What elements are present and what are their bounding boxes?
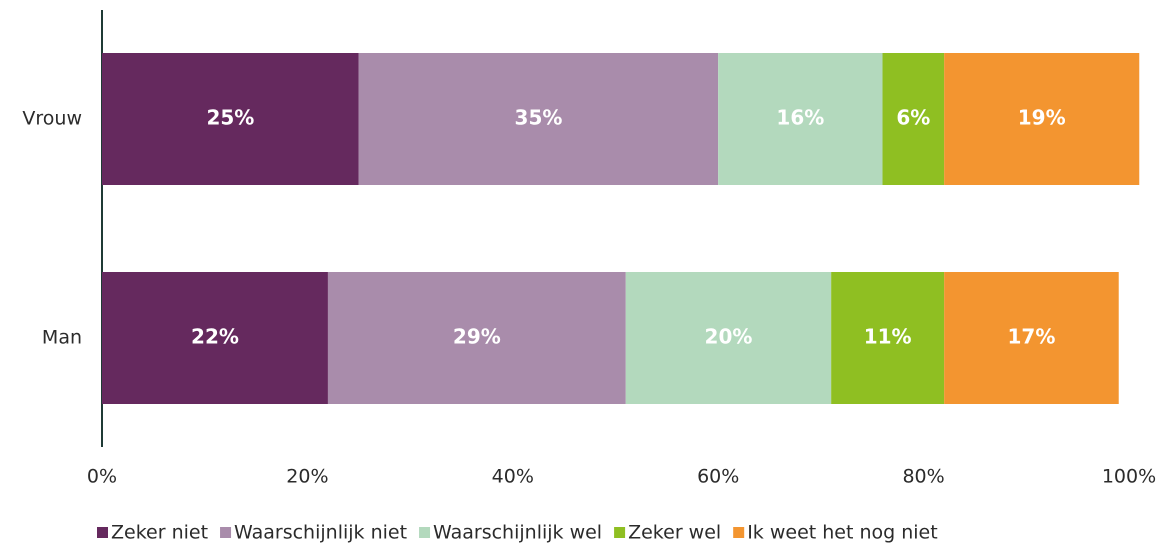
- bar-segment: [102, 272, 328, 404]
- x-tick-label: 80%: [902, 466, 944, 488]
- data-label: 16%: [776, 106, 824, 130]
- y-tick-label: Vrouw: [22, 108, 82, 130]
- data-label: 35%: [515, 106, 563, 130]
- legend-label: Waarschijnlijk niet: [234, 522, 407, 544]
- data-label: 6%: [896, 106, 930, 130]
- bar-segment: [625, 272, 832, 404]
- legend-label: Zeker wel: [628, 522, 721, 544]
- bar-segment: [831, 272, 945, 404]
- x-tick-label: 20%: [286, 466, 328, 488]
- legend-label: Zeker niet: [111, 522, 208, 544]
- data-label: 20%: [705, 325, 753, 349]
- y-tick-label: Man: [42, 327, 82, 349]
- legend-swatch: [614, 527, 626, 538]
- data-label: 25%: [206, 106, 254, 130]
- bar-segment: [327, 272, 626, 404]
- data-label: 22%: [191, 325, 239, 349]
- data-label: 11%: [864, 325, 912, 349]
- data-label: 17%: [1007, 325, 1055, 349]
- bar-segment: [718, 53, 883, 185]
- data-label: 19%: [1018, 106, 1066, 130]
- legend-label: Ik weet het nog niet: [747, 522, 938, 544]
- legend-swatch: [220, 527, 232, 538]
- bar-segment: [102, 53, 359, 185]
- x-tick-label: 0%: [87, 466, 117, 488]
- legend-swatch: [97, 527, 108, 538]
- x-tick-label: 60%: [697, 466, 739, 488]
- bar-segment: [882, 53, 945, 185]
- legend-swatch: [419, 527, 431, 538]
- bar-segment: [944, 272, 1119, 404]
- legend-label: Waarschijnlijk wel: [433, 522, 602, 544]
- x-tick-label: 40%: [492, 466, 534, 488]
- bar-segment: [358, 53, 719, 185]
- data-label: 29%: [453, 325, 501, 349]
- legend-swatch: [733, 527, 745, 538]
- bar-segment: [944, 53, 1140, 185]
- x-tick-label: 100%: [1102, 466, 1156, 488]
